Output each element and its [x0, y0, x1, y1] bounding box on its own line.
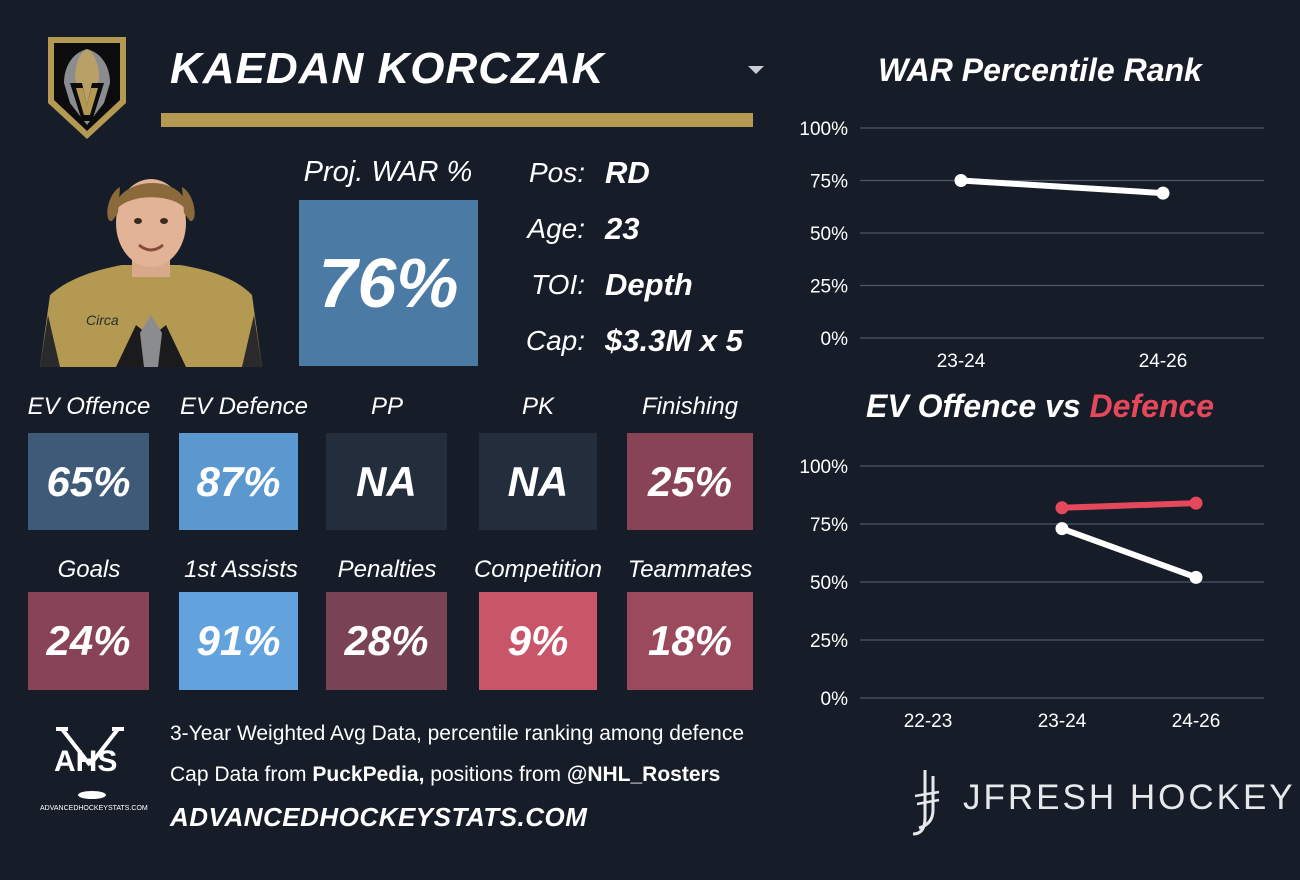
y-tick-label: 0% — [821, 329, 849, 350]
jfresh-logo-icon — [912, 770, 940, 836]
pos-label: Pos: — [528, 157, 585, 188]
ev-chart-title-offence: EV Offence vs — [865, 388, 1090, 424]
series-line — [1059, 500, 1199, 511]
y-tick-label: 75% — [810, 515, 848, 536]
y-tick-label: 25% — [810, 277, 848, 298]
player-name: KAEDAN KORCZAK — [170, 44, 605, 93]
jfresh-brand-text: JFRESH HOCKEY — [963, 778, 1296, 817]
x-tick-label: 24-26 — [1172, 711, 1221, 732]
svg-text:Circa: Circa — [86, 312, 119, 328]
sources-middle: positions from — [424, 763, 567, 786]
pp-label: PP — [370, 393, 403, 420]
first-assists-label: 1st Assists — [184, 556, 298, 583]
data-point — [1156, 186, 1170, 200]
x-tick-label: 24-26 — [1139, 351, 1188, 372]
data-point — [1055, 522, 1069, 536]
data-point — [1189, 570, 1203, 584]
finishing-tile: 25% — [627, 433, 753, 530]
toi-value: Depth — [605, 267, 693, 302]
ahs-logo-subtext: ADVANCEDHOCKEYSTATS.COM — [40, 805, 148, 812]
footer-methodology: 3-Year Weighted Avg Data, percentile ran… — [170, 722, 744, 745]
hockey-sticks-icon — [56, 727, 124, 799]
data-point — [1055, 501, 1069, 515]
pk-label: PK — [521, 393, 554, 420]
ev-chart-title: EV Offence vs Defence — [840, 388, 1240, 425]
pos-value: RD — [605, 155, 650, 190]
data-point — [954, 174, 968, 187]
footer-sources: Cap Data from PuckPedia, positions from … — [170, 763, 720, 787]
team-logo — [48, 37, 126, 139]
war-chart-title: WAR Percentile Rank — [878, 52, 1202, 88]
cap-label: Cap: — [525, 325, 585, 356]
competition-tile: 9% — [479, 592, 597, 690]
war-percentile-chart: 0% 25% 50% 75% 100% 23-24 24-26 — [799, 119, 1264, 372]
penalties-label: Penalties — [337, 556, 437, 583]
first-assists-tile: 91% — [179, 592, 298, 690]
series-line — [1059, 525, 1199, 581]
sources-prefix: Cap Data from — [170, 763, 313, 786]
y-tick-label: 100% — [799, 457, 848, 478]
y-tick-label: 0% — [821, 689, 849, 710]
goals-label: Goals — [57, 556, 121, 583]
series-line — [958, 177, 1166, 197]
ev-offence-defence-chart: 0% 25% 50% 75% 100% 22-23 23-24 24-26 — [799, 457, 1264, 732]
y-tick-label: 75% — [810, 172, 848, 193]
y-tick-label: 25% — [810, 631, 848, 652]
player-photo: Circa — [40, 179, 262, 367]
chevron-down-icon[interactable] — [748, 66, 764, 74]
data-point — [1189, 496, 1203, 510]
penalties-tile: 28% — [326, 592, 447, 690]
teammates-tile: 18% — [627, 592, 753, 690]
y-tick-label: 100% — [799, 119, 848, 140]
ev-defence-tile: 87% — [179, 433, 298, 530]
y-tick-label: 50% — [810, 573, 848, 594]
site-url[interactable]: ADVANCEDHOCKEYSTATS.COM — [170, 802, 588, 832]
competition-label: Competition — [473, 556, 603, 583]
goals-tile: 24% — [28, 592, 149, 690]
puckpedia-credit: PuckPedia, — [312, 763, 425, 786]
ahs-logo: AHS ADVANCEDHOCKEYSTATS.COM — [40, 725, 148, 820]
cap-value: $3.3M x 5 — [605, 323, 743, 358]
pp-tile: NA — [326, 433, 447, 530]
toi-label: TOI: — [531, 269, 585, 300]
ev-defence-label: EV Defence — [179, 393, 309, 420]
x-tick-label: 23-24 — [1038, 711, 1087, 732]
finishing-label: Finishing — [641, 393, 739, 420]
nhl-rosters-credit: @NHL_Rosters — [566, 763, 721, 786]
age-label: Age: — [527, 213, 585, 244]
ev-offence-tile: 65% — [28, 433, 149, 530]
ev-chart-title-defence: Defence — [1089, 388, 1215, 424]
age-value: 23 — [605, 211, 640, 246]
y-tick-label: 50% — [810, 224, 848, 245]
x-tick-label: 23-24 — [937, 351, 986, 372]
ev-offence-label: EV Offence — [27, 393, 151, 420]
pk-tile: NA — [479, 433, 597, 530]
x-tick-label: 22-23 — [904, 711, 953, 732]
proj-war-value: 76% — [299, 200, 478, 366]
ahs-logo-text: AHS — [54, 745, 118, 778]
proj-war-label: Proj. WAR % — [303, 156, 473, 188]
teammates-label: Teammates — [627, 556, 753, 583]
title-underline — [161, 113, 753, 127]
